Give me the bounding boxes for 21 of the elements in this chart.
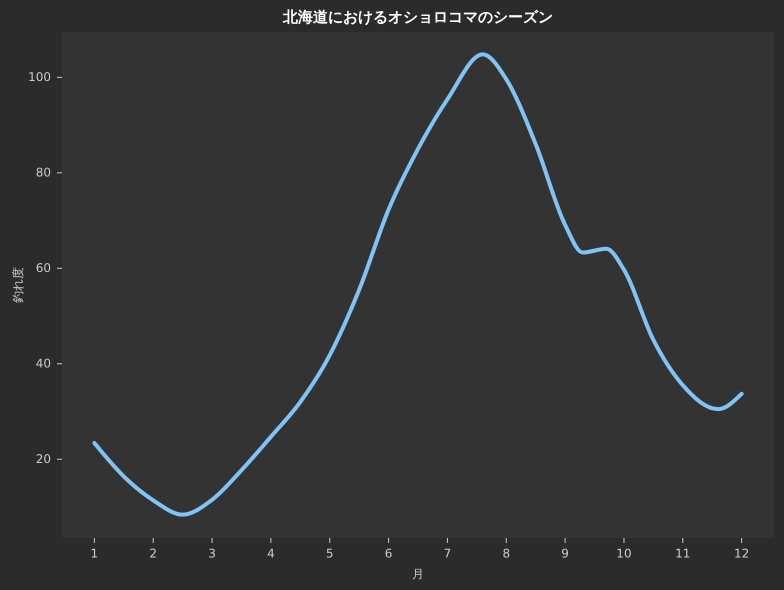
x-tick-label: 11 xyxy=(675,546,690,561)
chart-title: 北海道におけるオショロコマのシーズン xyxy=(282,8,553,26)
x-tick-label: 5 xyxy=(326,546,334,561)
y-tick-label: 40 xyxy=(36,356,51,371)
x-tick-label: 3 xyxy=(208,546,216,561)
x-tick-label: 9 xyxy=(561,546,569,561)
y-axis-title: 釣れ度 xyxy=(11,267,25,303)
line-series xyxy=(92,52,744,517)
x-tick-label: 8 xyxy=(502,546,510,561)
y-tick-label: 100 xyxy=(28,70,51,84)
x-tick-label: 6 xyxy=(384,546,392,561)
y-tick-label: 20 xyxy=(36,452,51,466)
x-axis-title: 月 xyxy=(412,567,424,581)
x-tick-label: 1 xyxy=(90,546,98,561)
x-tick-label: 12 xyxy=(734,546,750,561)
x-tick-label: 7 xyxy=(444,546,452,561)
x-tick-label: 10 xyxy=(616,546,632,561)
x-tick-label: 4 xyxy=(267,546,275,561)
x-tick-label: 2 xyxy=(149,546,158,561)
y-tick-label: 60 xyxy=(36,261,51,276)
y-tick-label: 80 xyxy=(36,166,51,180)
